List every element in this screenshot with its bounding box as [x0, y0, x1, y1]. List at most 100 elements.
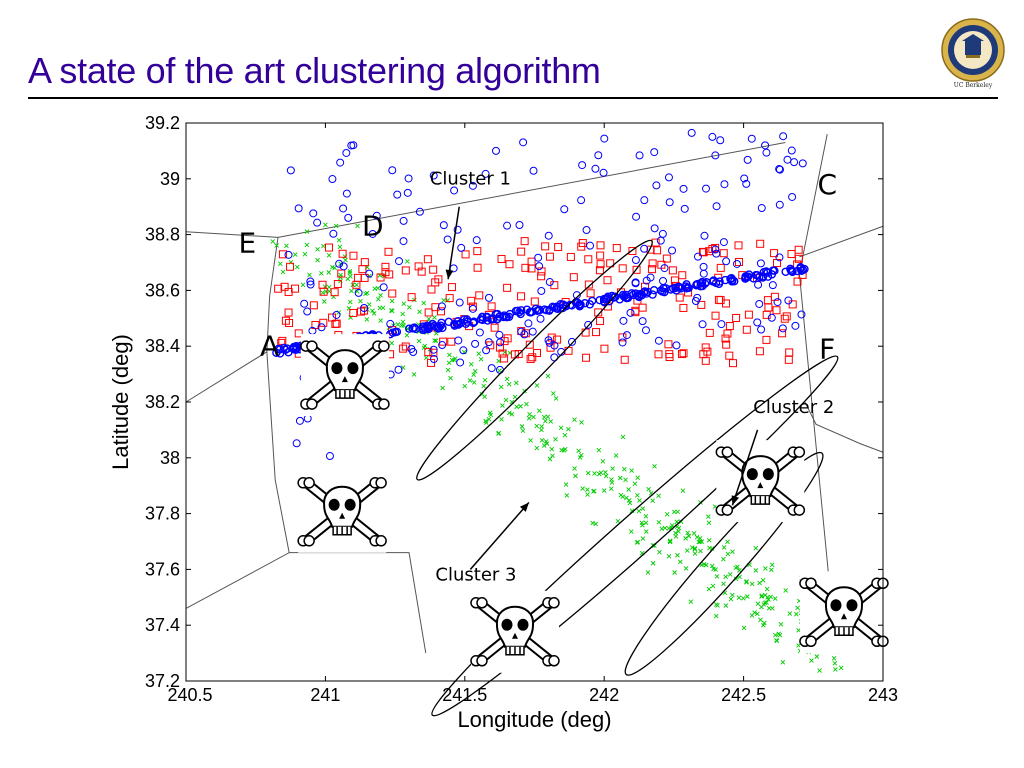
x-tick-label: 240.5 [167, 685, 212, 705]
green-point [692, 551, 698, 556]
green-point [441, 298, 446, 303]
red-point [678, 271, 687, 280]
blue-point [450, 186, 459, 195]
blue-point [732, 259, 741, 268]
red-point [735, 258, 744, 267]
region-label-e: E [238, 226, 256, 259]
green-point [448, 375, 453, 381]
green-point [496, 430, 502, 436]
blue-point [550, 341, 559, 350]
red-point [353, 273, 362, 282]
green-point [534, 383, 540, 388]
x-tick-label: 243 [868, 685, 898, 705]
x-tick-label: 241.5 [442, 685, 487, 705]
blue-point [515, 220, 524, 229]
green-point [809, 658, 814, 663]
blue-point [536, 314, 545, 323]
blue-point [577, 196, 586, 205]
cluster-ellipse-1 [416, 239, 653, 481]
green-point [832, 660, 838, 666]
y-tick-label: 37.6 [145, 559, 180, 579]
green-point [326, 284, 332, 290]
green-point [348, 274, 353, 279]
blue-point [443, 235, 452, 244]
green-point [481, 383, 486, 389]
blue-point [294, 204, 303, 213]
blue-point [656, 236, 665, 245]
green-point [366, 302, 372, 307]
blue-point [286, 166, 295, 175]
green-point [302, 251, 308, 257]
green-point [598, 470, 604, 475]
blue-point [649, 286, 659, 295]
red-point [468, 302, 477, 311]
green-point [613, 453, 619, 458]
blue-point [573, 298, 582, 308]
green-point [753, 545, 759, 551]
blue-point [450, 320, 459, 329]
red-point [788, 300, 797, 309]
red-point [794, 254, 803, 263]
red-point [495, 343, 504, 352]
green-point [543, 439, 549, 444]
blue-point [284, 250, 293, 259]
blue-point [640, 287, 650, 296]
blue-point [711, 151, 720, 160]
blue-point [619, 292, 629, 301]
blue-point [742, 179, 751, 188]
green-point [761, 622, 766, 628]
blue-point [711, 245, 720, 254]
red-point [628, 247, 637, 256]
green-point [549, 446, 555, 452]
green-point [727, 572, 733, 577]
red-point [525, 340, 534, 349]
green-point [760, 577, 766, 583]
region-label-c: C [817, 168, 837, 201]
red-point [436, 307, 445, 316]
red-point [756, 239, 765, 248]
green-point [375, 285, 381, 291]
green-point [601, 488, 607, 493]
red-point [564, 346, 573, 355]
red-point [577, 242, 586, 251]
blue-point [660, 264, 669, 273]
red-point [665, 353, 674, 362]
blue-point [484, 293, 493, 302]
green-point [539, 438, 545, 443]
red-point [517, 292, 526, 301]
green-point [347, 269, 353, 274]
green-point [736, 595, 742, 601]
green-point [326, 270, 332, 275]
green-point [694, 534, 700, 540]
green-point [697, 539, 703, 545]
annotation-labels: Cluster 1 Cluster 2 Cluster 3 A C D E F [238, 168, 837, 586]
blue-point [757, 204, 766, 213]
blue-point [487, 364, 496, 373]
blue-point [701, 184, 710, 193]
red-point [785, 348, 794, 357]
blue-point [511, 306, 521, 316]
green-point [553, 437, 558, 442]
blue-point [691, 296, 700, 305]
red-point [528, 353, 537, 362]
blue-point [344, 213, 353, 222]
blue-point [393, 190, 402, 199]
green-point [777, 632, 783, 638]
blue-point [292, 439, 301, 448]
green-point [395, 322, 401, 327]
blue-point [715, 277, 724, 286]
y-tick-label: 39.2 [145, 113, 180, 133]
blue-point [775, 165, 784, 174]
blue-point [388, 166, 397, 175]
red-point [401, 266, 410, 275]
green-point [793, 611, 799, 617]
region-boundary-1 [277, 142, 786, 238]
green-point [680, 488, 686, 494]
region-boundary-0 [185, 231, 279, 297]
red-point [732, 313, 741, 322]
green-point [336, 237, 342, 243]
cluster-arrow-2 [731, 429, 759, 506]
red-point [545, 252, 554, 261]
red-point [592, 328, 601, 337]
